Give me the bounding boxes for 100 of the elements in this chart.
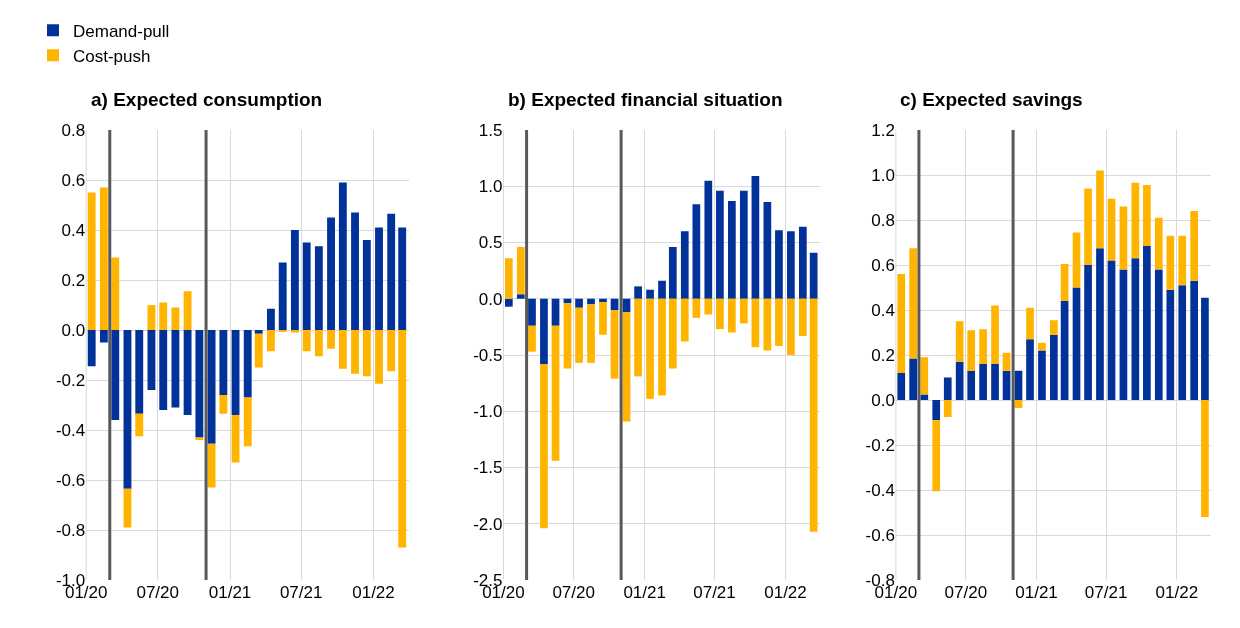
bar (1096, 248, 1104, 400)
bar (897, 274, 906, 373)
bar (375, 227, 383, 330)
y-tick-label: 0.6 (61, 170, 86, 190)
bar (563, 303, 572, 369)
bar (123, 488, 132, 528)
bar (692, 298, 701, 318)
bar (1072, 232, 1081, 288)
bar (1166, 289, 1175, 400)
bar (932, 420, 941, 492)
y-tick-label: -1.0 (473, 402, 503, 422)
y-tick-label: -2.0 (473, 514, 503, 534)
y-tick-label: -0.2 (865, 435, 895, 455)
bar (1119, 206, 1128, 270)
bar (314, 246, 323, 330)
bar (1084, 188, 1092, 265)
bar (716, 298, 724, 330)
bar (991, 364, 999, 400)
bar (551, 325, 560, 461)
bar (739, 190, 748, 299)
bar (1002, 370, 1011, 400)
bar (87, 192, 96, 330)
bar (1060, 301, 1069, 400)
y-tick-label: 0.2 (61, 270, 86, 290)
legend-label: Cost-push (73, 46, 151, 66)
bar (1178, 285, 1187, 400)
bar (111, 330, 120, 420)
bar (1154, 217, 1163, 270)
bar (338, 330, 347, 369)
x-tick-label: 07/21 (693, 583, 736, 602)
y-tick-label: 0.0 (478, 289, 503, 309)
bar (1038, 350, 1046, 400)
bar (387, 213, 396, 330)
bar (955, 361, 964, 400)
bar (775, 230, 783, 299)
bar (338, 182, 347, 330)
bar (351, 212, 359, 330)
bar (610, 310, 619, 379)
bar (763, 202, 772, 299)
bar (99, 330, 108, 343)
bar (798, 298, 807, 336)
bar (266, 330, 275, 352)
bar (599, 302, 607, 335)
bar (302, 330, 311, 352)
bar (943, 400, 952, 417)
bar (111, 257, 120, 330)
bar (290, 230, 299, 330)
y-tick-label: -0.4 (55, 420, 86, 440)
bar (254, 333, 263, 368)
bar (1190, 280, 1198, 400)
bar (897, 373, 906, 400)
bar (1026, 307, 1034, 340)
bar (159, 302, 168, 330)
bar (99, 187, 108, 330)
bar (809, 252, 818, 299)
bar (504, 258, 513, 299)
bar (1014, 370, 1023, 400)
bar (243, 397, 252, 447)
x-tick-label: 01/22 (1155, 583, 1199, 602)
bar (516, 247, 525, 295)
bar (528, 298, 536, 326)
bar (159, 330, 168, 410)
bar (327, 330, 335, 349)
legend-label: Demand-pull (73, 21, 170, 41)
bar (87, 330, 96, 367)
bar (1131, 258, 1140, 400)
y-tick-label: 0.4 (871, 300, 895, 320)
bar (704, 180, 713, 299)
y-tick-label: 0.0 (871, 390, 895, 410)
bar (1014, 400, 1023, 408)
y-tick-label: -0.8 (55, 520, 86, 540)
bar (634, 286, 642, 299)
bar (668, 247, 677, 299)
bar (1154, 269, 1163, 400)
bar (540, 298, 548, 364)
bar (728, 298, 736, 333)
bar (1026, 339, 1034, 400)
bar (798, 226, 807, 299)
bar (991, 305, 999, 364)
y-tick-label: 1.0 (478, 177, 503, 197)
bar (362, 330, 371, 377)
bar (290, 330, 299, 333)
bar (646, 289, 654, 299)
bar (231, 415, 240, 463)
bar (668, 298, 677, 369)
x-tick-label: 01/22 (764, 583, 807, 602)
bar (575, 298, 583, 308)
bar (1166, 235, 1175, 290)
x-tick-label: 07/20 (136, 583, 179, 602)
bar (219, 395, 228, 414)
x-tick-label: 07/20 (552, 583, 595, 602)
bar (516, 294, 525, 299)
bar (1050, 334, 1058, 400)
y-tick-label: 0.5 (478, 233, 503, 253)
y-tick-label: 0.4 (61, 220, 86, 240)
y-tick-label: -0.5 (473, 345, 503, 365)
y-tick-label: 0.6 (871, 255, 895, 275)
bar (1201, 400, 1209, 517)
y-tick-label: 0.8 (61, 120, 86, 140)
bar (658, 280, 666, 299)
